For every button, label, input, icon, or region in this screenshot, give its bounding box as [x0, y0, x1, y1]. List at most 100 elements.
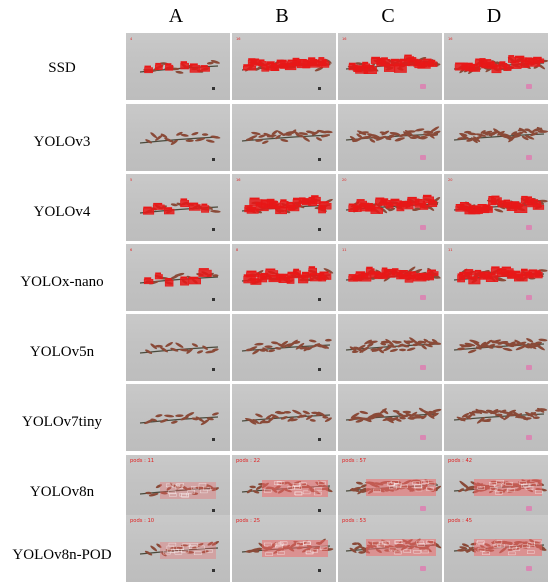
detection-box	[165, 64, 174, 71]
detection-label	[428, 199, 436, 202]
pod	[521, 135, 529, 141]
detection-label	[498, 200, 507, 203]
detection-label	[311, 195, 319, 197]
detection-label	[514, 274, 525, 276]
pod	[430, 126, 440, 133]
pod	[155, 484, 162, 489]
pod	[255, 547, 263, 551]
pod	[538, 338, 548, 342]
detection-box	[310, 196, 321, 205]
detection-label	[375, 197, 385, 200]
pod	[252, 418, 260, 424]
pod	[494, 208, 504, 213]
pod	[414, 207, 421, 211]
pod	[488, 344, 496, 347]
detection-label	[297, 59, 307, 61]
detection-label	[528, 269, 538, 272]
detection-box	[277, 551, 285, 555]
detection-box	[495, 491, 503, 495]
detection-label	[355, 65, 366, 67]
pod	[174, 272, 185, 277]
pod-count-label: pods : 22	[236, 458, 260, 464]
detection-label	[481, 59, 492, 61]
plant-photo	[345, 337, 442, 370]
pod	[150, 343, 158, 350]
pod	[426, 412, 435, 419]
plant-photo: 16	[448, 37, 548, 89]
scale-mark	[318, 438, 321, 441]
pod	[480, 341, 487, 347]
pod-count-label: 16	[342, 37, 346, 41]
detection-box	[187, 490, 195, 494]
marker	[420, 295, 426, 300]
detection-label	[144, 65, 151, 68]
pod	[255, 65, 263, 71]
pod	[211, 541, 220, 546]
detection-box	[180, 278, 190, 286]
scale-mark	[212, 368, 215, 371]
pod	[283, 410, 292, 414]
detection-label	[249, 197, 260, 200]
pod	[144, 550, 153, 556]
plant-photo: 4	[130, 37, 221, 90]
pod	[165, 342, 173, 347]
pod	[248, 346, 258, 351]
pod	[266, 134, 277, 138]
pod	[391, 132, 401, 136]
pod	[527, 343, 537, 350]
plant-photo	[345, 407, 442, 440]
pod-count-label: 6	[130, 248, 132, 252]
detection-label	[276, 59, 284, 62]
detection-label	[360, 273, 369, 276]
detection-box	[246, 272, 260, 278]
pod	[511, 134, 522, 138]
plant-photo: 11	[448, 248, 548, 300]
pod	[402, 410, 412, 414]
pod	[170, 139, 178, 146]
detection-label	[399, 270, 408, 272]
pod	[212, 348, 219, 352]
marker	[420, 225, 426, 230]
plant-photo: 16	[236, 178, 333, 231]
detection-box	[496, 480, 504, 484]
pod	[249, 485, 256, 489]
pod	[358, 131, 369, 135]
detection-label	[514, 203, 525, 206]
pod	[459, 546, 468, 550]
scale-mark	[318, 509, 321, 512]
pod	[191, 492, 199, 496]
pod	[170, 203, 178, 207]
pod	[298, 132, 309, 136]
plant-photo: 16	[236, 37, 332, 90]
pod-count-label: 16	[236, 178, 240, 182]
detection-label	[261, 64, 268, 66]
row-label-yolov8n: YOLOv8n	[29, 484, 95, 500]
detection-label	[521, 59, 528, 62]
detection-label	[465, 62, 473, 65]
pod	[497, 413, 505, 420]
scale-mark	[212, 569, 215, 572]
detection-label	[420, 203, 427, 205]
pod	[475, 136, 482, 140]
detection-label	[533, 203, 542, 205]
detection-label	[371, 56, 381, 59]
pod	[179, 348, 190, 352]
result-image: pods : 22	[232, 455, 336, 522]
result-image	[232, 384, 336, 451]
pod	[175, 414, 184, 418]
scale-mark	[212, 87, 215, 90]
detection-label	[423, 194, 432, 197]
pod	[150, 545, 158, 552]
pod	[530, 132, 539, 137]
pod	[195, 416, 205, 423]
pod	[475, 408, 483, 415]
pod	[389, 348, 398, 353]
pod	[276, 411, 286, 415]
detection-box	[171, 549, 179, 553]
pod	[299, 414, 307, 418]
pod	[388, 134, 395, 138]
scale-mark	[212, 298, 215, 301]
detection-label	[414, 199, 423, 201]
pod	[305, 414, 314, 420]
